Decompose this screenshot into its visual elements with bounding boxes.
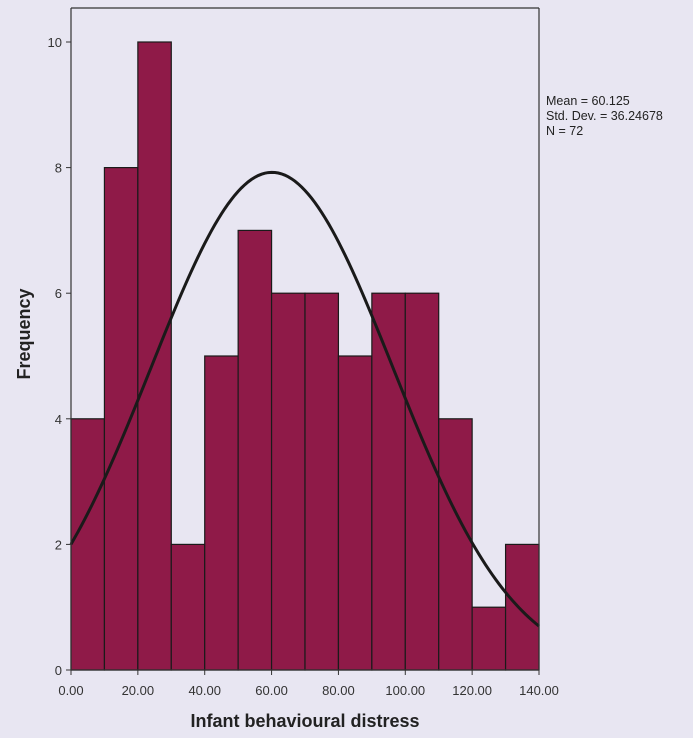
x-tick-label: 20.00: [122, 683, 155, 698]
histogram-bar: [404, 292, 440, 671]
y-tick-label: 8: [55, 161, 62, 176]
y-tick-label: 0: [55, 663, 62, 678]
ticks-layer: 0.00 20.00 40.00 60.00 80.00 100.00 120.00 140.…: [48, 35, 559, 698]
histogram-bar: [438, 418, 473, 671]
histogram-bar: [237, 229, 273, 671]
histogram-bar: [337, 355, 373, 671]
histogram-bar: [471, 606, 507, 671]
y-tick-label: 2: [55, 537, 62, 552]
y-tick-label: 6: [55, 286, 62, 301]
bars-layer: [70, 41, 540, 671]
curve-layer: [69, 170, 540, 628]
x-tick-label: 140.00: [519, 683, 559, 698]
histogram-bar: [70, 418, 106, 671]
histogram-bar: [204, 355, 239, 671]
stats-std-dev: Std. Dev. = 36.24678: [546, 109, 663, 123]
axes-layer: [70, 7, 540, 671]
x-tick-label: 80.00: [322, 683, 355, 698]
x-tick-label: 40.00: [188, 683, 221, 698]
normal-curve: [69, 170, 540, 628]
y-tick-label: 10: [48, 35, 62, 50]
x-axis-title: Infant behavioural distress: [190, 711, 419, 731]
y-tick-label: 4: [55, 412, 62, 427]
histogram-bar: [103, 167, 139, 671]
histogram-bar: [504, 543, 540, 671]
histogram-bar: [170, 543, 206, 671]
histogram-bar: [371, 292, 406, 671]
stats-legend: Mean = 60.125 Std. Dev. = 36.24678 N = 7…: [546, 94, 663, 138]
x-tick-label: 120.00: [452, 683, 492, 698]
x-tick-label: 100.00: [385, 683, 425, 698]
stats-n: N = 72: [546, 124, 583, 138]
histogram-bar: [270, 292, 306, 671]
x-tick-label: 0.00: [58, 683, 83, 698]
histogram-bar: [304, 292, 340, 671]
stats-mean: Mean = 60.125: [546, 94, 630, 108]
y-axis-title: Frequency: [14, 288, 34, 379]
x-tick-label: 60.00: [255, 683, 288, 698]
